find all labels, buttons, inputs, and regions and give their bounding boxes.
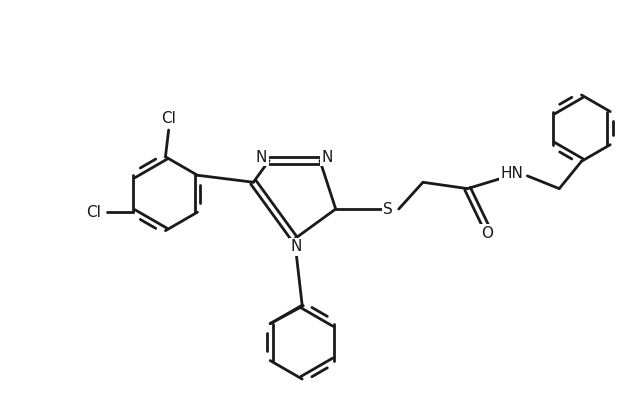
Text: N: N [290, 239, 301, 254]
Text: Cl: Cl [86, 205, 101, 220]
Text: N: N [322, 150, 333, 165]
Text: Cl: Cl [161, 111, 176, 126]
Text: HN: HN [500, 166, 524, 181]
Text: O: O [481, 226, 493, 241]
Text: N: N [256, 150, 267, 165]
Text: S: S [383, 202, 393, 217]
